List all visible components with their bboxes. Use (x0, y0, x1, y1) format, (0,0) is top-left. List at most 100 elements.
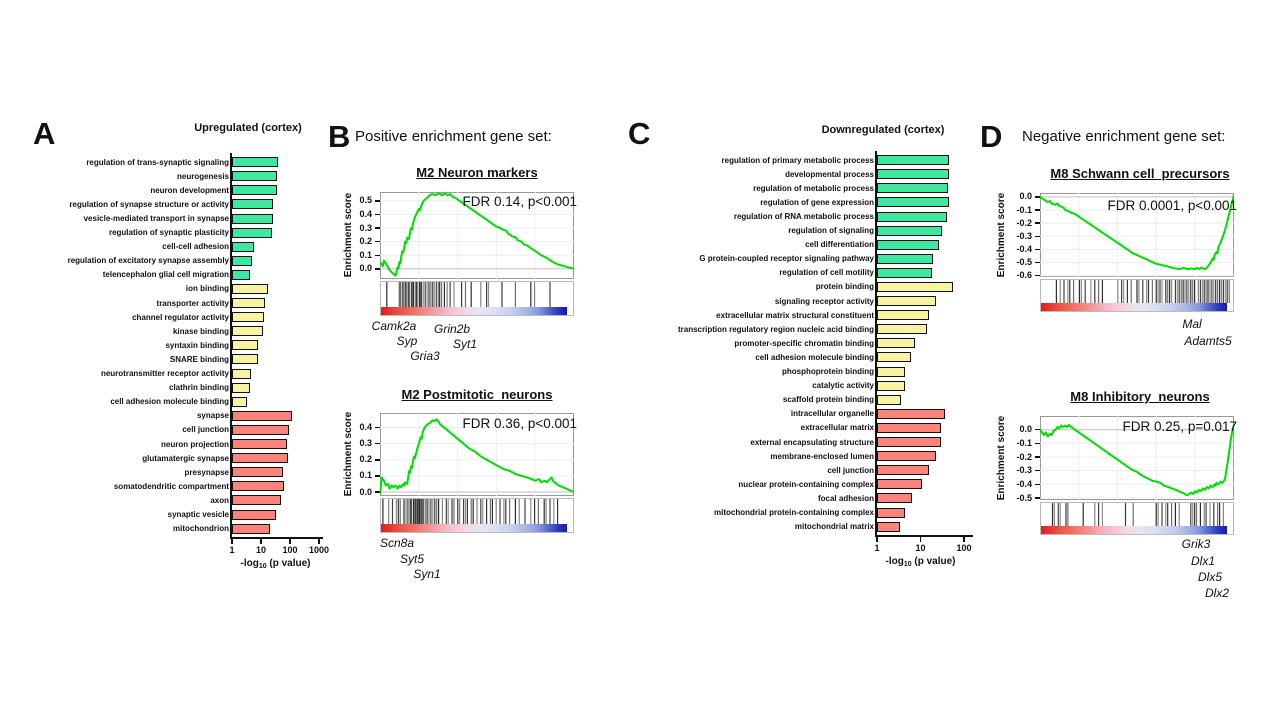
gene-label: Syt1 (452, 337, 477, 351)
rank-gradient (1041, 303, 1227, 311)
rank-gradient (1041, 526, 1227, 534)
bar (232, 382, 251, 393)
x-axis-title-part: 10 (258, 562, 267, 570)
bar-label: mitochondrion (173, 524, 229, 534)
bar (877, 211, 947, 222)
gene-label: Syn1 (413, 567, 441, 581)
barchart-c-title: Downregulated (cortex) (821, 124, 945, 136)
bar (232, 410, 292, 421)
gene-label: Adamts5 (1184, 334, 1232, 348)
rank-gradient (381, 307, 567, 315)
y-axis-tick-label: 0.0 (359, 486, 372, 497)
bar (877, 380, 905, 391)
y-axis-tick-label: 0.0 (359, 263, 372, 274)
y-axis-tick-label: -0.2 (1016, 451, 1032, 462)
enrichment-curve (379, 413, 575, 496)
x-axis-title-part: (p value) (266, 557, 311, 569)
gene-label: Dlx2 (1204, 586, 1229, 600)
y-axis-tick (375, 475, 380, 477)
bar-label: scaffold protein binding (782, 395, 874, 405)
bar-label: clathrin binding (169, 383, 229, 393)
bar-label: regulation of excitatory synapse assembl… (67, 256, 229, 266)
x-axis-tick (919, 536, 921, 542)
bar (877, 422, 942, 433)
bar-label: promoter-specific chromatin binding (734, 338, 874, 348)
bar (232, 453, 288, 464)
gsea-title: M8 Schwann cell precursors (1050, 166, 1230, 181)
bar-label: regulation of signaling (788, 226, 874, 236)
bar-label: cell junction (182, 425, 229, 435)
x-axis-tick (963, 536, 965, 542)
y-axis-tick-label: 0.3 (359, 438, 372, 449)
panel-d-letter: D (980, 119, 1002, 154)
y-axis-tick (375, 459, 380, 461)
y-axis-tick-label: -0.1 (1016, 204, 1032, 215)
bar-label: telencephalon glial cell migration (102, 270, 229, 280)
bar (232, 298, 266, 309)
bar-label: syntaxin binding (165, 340, 229, 350)
x-axis-tick (260, 538, 262, 544)
bar (232, 424, 290, 435)
gene-label: Scn8a (379, 536, 415, 550)
bar (877, 225, 942, 236)
bar-label: regulation of metabolic process (753, 183, 874, 193)
y-axis-tick (375, 227, 380, 229)
bar (232, 227, 272, 238)
gene-label: Dlx1 (1190, 554, 1215, 568)
y-axis-tick-label: 0.0 (1019, 191, 1032, 202)
bar (877, 253, 933, 264)
bar-label: membrane-enclosed lumen (770, 451, 874, 461)
fdr-stat: FDR 0.36, p<0.001 (462, 416, 577, 431)
bar-label: external encapsulating structure (750, 437, 874, 447)
bar-label: mitochondrial matrix (794, 522, 874, 532)
y-axis-tick (1035, 235, 1040, 238)
y-axis-tick (1035, 248, 1040, 251)
bar (232, 241, 254, 252)
bar (232, 396, 247, 407)
x-axis-tick-label: 10 (915, 542, 926, 553)
y-axis-tick-label: 0.3 (359, 222, 372, 233)
gene-label: Camk2a (371, 319, 417, 333)
bar-label: G protein-coupled receptor signaling pat… (699, 254, 874, 264)
y-axis-tick-label: -0.6 (1016, 270, 1032, 281)
rank-gradient (381, 524, 567, 532)
y-axis-label: Enrichment score (996, 415, 1007, 501)
y-axis-tick (1035, 196, 1040, 198)
bar-label: extracellular matrix (800, 423, 874, 433)
bar-label: glutamatergic synapse (142, 453, 229, 463)
bar-label: cell-cell adhesion (162, 242, 229, 252)
y-axis-tick (375, 442, 380, 445)
bar (877, 183, 949, 194)
bar-label: nuclear protein-containing complex (738, 479, 874, 489)
y-axis-tick-label: -0.5 (1016, 257, 1032, 268)
panel-a-letter: A (33, 116, 55, 151)
bar (877, 296, 937, 307)
bar (877, 197, 949, 208)
x-axis-title: -log10 (p value) (851, 555, 991, 568)
bar (877, 169, 949, 180)
y-axis-tick (1035, 442, 1040, 445)
bar-label: SNARE binding (169, 354, 229, 364)
x-axis-title-part: (p value) (911, 555, 956, 567)
panel-b-letter: B (328, 119, 350, 154)
x-axis-title: -log10 (p value) (206, 557, 346, 570)
x-axis-tick (289, 538, 291, 544)
x-axis-tick-label: 100 (956, 542, 972, 553)
bar-label: presynapse (184, 467, 229, 477)
y-axis-tick (1035, 222, 1040, 224)
x-axis-tick-label: 100 (282, 544, 298, 555)
bar-label: transporter activity (156, 298, 229, 308)
bar-label: cell junction (827, 465, 874, 475)
hit-barcode (381, 499, 573, 524)
y-axis-tick-label: -0.1 (1016, 437, 1032, 448)
bar (232, 481, 284, 492)
y-axis-tick (1035, 261, 1040, 264)
y-axis-label: Enrichment score (996, 192, 1007, 278)
y-axis-tick-label: -0.3 (1016, 465, 1032, 476)
bar-label: cell adhesion molecule binding (755, 352, 874, 362)
y-axis-tick-label: 0.5 (359, 195, 372, 206)
x-axis-tick-label: 10 (255, 544, 266, 555)
y-axis-tick (375, 254, 380, 256)
bar (877, 493, 912, 504)
y-axis-tick (375, 268, 380, 270)
